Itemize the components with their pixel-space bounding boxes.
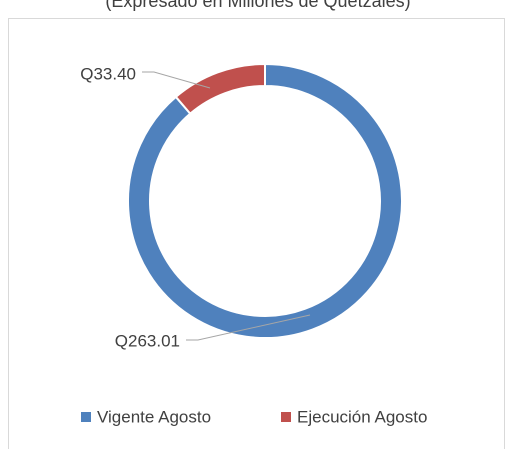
leader-line — [186, 314, 311, 341]
donut-slice — [174, 62, 266, 116]
legend-swatch — [81, 412, 91, 422]
data-label: Q263.01 — [115, 331, 180, 350]
legend-label: Ejecución Agosto — [297, 407, 427, 426]
chart-frame — [8, 18, 505, 449]
legend-swatch — [281, 412, 291, 422]
legend-label: Vigente Agosto — [97, 407, 211, 426]
chart-subtitle: (Expresado en Millones de Quetzales) — [105, 0, 410, 11]
leader-line — [142, 71, 211, 89]
donut-slice — [127, 62, 403, 339]
data-label: Q33.40 — [80, 64, 136, 83]
